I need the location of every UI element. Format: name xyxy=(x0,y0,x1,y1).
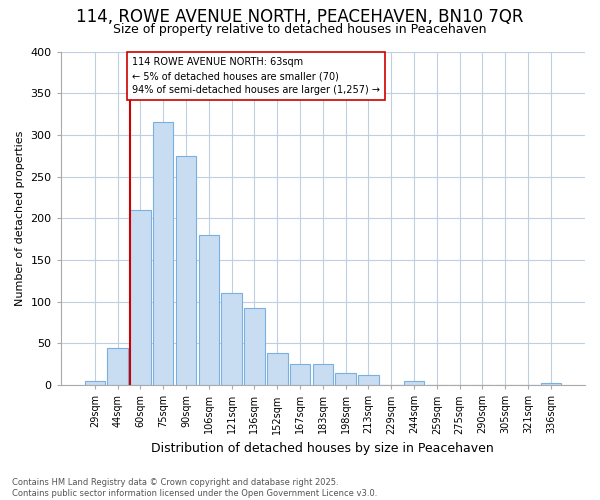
Text: 114, ROWE AVENUE NORTH, PEACEHAVEN, BN10 7QR: 114, ROWE AVENUE NORTH, PEACEHAVEN, BN10… xyxy=(76,8,524,26)
Text: Contains HM Land Registry data © Crown copyright and database right 2025.
Contai: Contains HM Land Registry data © Crown c… xyxy=(12,478,377,498)
Bar xyxy=(85,381,105,385)
Bar xyxy=(176,156,196,385)
Text: Size of property relative to detached houses in Peacehaven: Size of property relative to detached ho… xyxy=(113,22,487,36)
Bar xyxy=(199,235,219,385)
Bar xyxy=(130,210,151,385)
Y-axis label: Number of detached properties: Number of detached properties xyxy=(15,130,25,306)
Bar xyxy=(404,381,424,385)
Text: 114 ROWE AVENUE NORTH: 63sqm
← 5% of detached houses are smaller (70)
94% of sem: 114 ROWE AVENUE NORTH: 63sqm ← 5% of det… xyxy=(132,58,380,96)
Bar xyxy=(153,122,173,385)
Bar xyxy=(221,294,242,385)
Bar xyxy=(358,375,379,385)
Bar xyxy=(313,364,333,385)
Bar xyxy=(244,308,265,385)
Bar xyxy=(267,354,287,385)
Bar xyxy=(335,372,356,385)
Bar xyxy=(107,348,128,385)
Bar xyxy=(290,364,310,385)
Bar xyxy=(541,382,561,385)
X-axis label: Distribution of detached houses by size in Peacehaven: Distribution of detached houses by size … xyxy=(151,442,494,455)
